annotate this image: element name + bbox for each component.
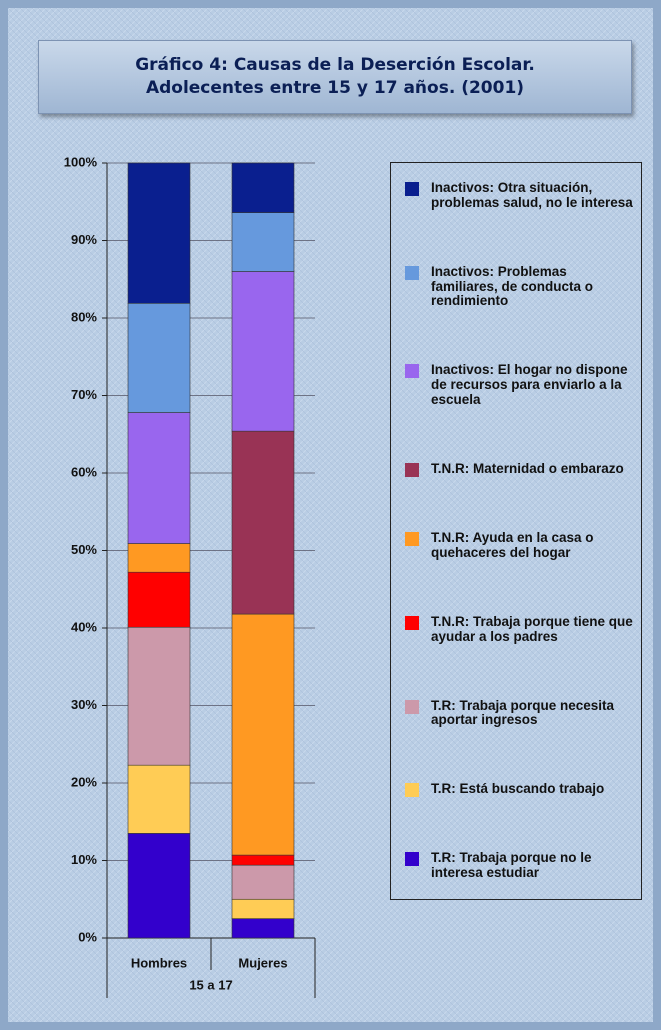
legend-item: Inactivos: Otra situación, problemas sal… bbox=[405, 180, 633, 211]
y-tick-label: 80% bbox=[71, 309, 97, 324]
legend-label: T.R: Está buscando trabajo bbox=[431, 781, 605, 797]
y-tick-label: 100% bbox=[64, 154, 98, 169]
bar-segment bbox=[127, 162, 191, 304]
y-tick-label: 60% bbox=[71, 464, 97, 479]
x-tick-label: Hombres bbox=[131, 955, 187, 970]
y-tick-label: 90% bbox=[71, 232, 97, 247]
legend-item: T.N.R: Ayuda en la casa o quehaceres del… bbox=[405, 530, 633, 561]
background bbox=[8, 8, 653, 1022]
legend-label: T.N.R: Ayuda en la casa o quehaceres del… bbox=[431, 530, 594, 560]
bar-segment bbox=[231, 854, 295, 866]
bar-segment bbox=[127, 764, 191, 834]
bar-segment bbox=[127, 571, 191, 628]
y-tick-label: 10% bbox=[71, 852, 97, 867]
legend-item: T.N.R: Maternidad o embarazo bbox=[405, 460, 633, 477]
legend-label: Inactivos: Problemas familiares, de cond… bbox=[431, 263, 594, 309]
bar-segment bbox=[127, 543, 191, 573]
legend-label: T.N.R: Maternidad o embarazo bbox=[431, 460, 624, 476]
y-tick-label: 70% bbox=[71, 387, 97, 402]
legend-swatch bbox=[405, 615, 419, 630]
legend-item: Inactivos: Problemas familiares, de cond… bbox=[405, 263, 633, 310]
bar-segment bbox=[231, 162, 295, 213]
y-tick-label: 30% bbox=[71, 697, 97, 712]
y-tick-label: 50% bbox=[71, 542, 97, 557]
bar-segment bbox=[127, 412, 191, 544]
legend-item: T.N.R: Trabaja porque tiene que ayudar a… bbox=[405, 613, 633, 645]
y-tick-label: 0% bbox=[78, 929, 97, 944]
bar-segment bbox=[127, 833, 191, 939]
legend: Inactivos: Otra situación, problemas sal… bbox=[390, 162, 642, 900]
legend-item: T.R: Está buscando trabajo bbox=[405, 781, 633, 798]
x-tick-label: Mujeres bbox=[238, 955, 287, 970]
legend-item: T.R: Trabaja porque necesita aportar ing… bbox=[405, 697, 633, 729]
bar-segment bbox=[231, 613, 295, 856]
legend-swatch bbox=[405, 265, 419, 280]
legend-item: Inactivos: El hogar no dispone de recurs… bbox=[405, 362, 633, 408]
legend-swatch bbox=[405, 699, 419, 714]
bar-segment bbox=[231, 864, 295, 900]
y-tick-label: 40% bbox=[71, 619, 97, 634]
legend-swatch bbox=[405, 462, 419, 477]
chart-title: Gráfico 4: Causas de la Deserción Escola… bbox=[38, 40, 632, 114]
bar-segment bbox=[127, 626, 191, 766]
y-tick-label: 20% bbox=[71, 774, 97, 789]
legend-label: Inactivos: El hogar no dispone de recurs… bbox=[431, 362, 628, 408]
legend-swatch bbox=[405, 364, 419, 379]
legend-swatch bbox=[405, 783, 419, 798]
bar-segment bbox=[231, 898, 295, 919]
legend-label: T.R: Trabaja porque no le interesa estud… bbox=[431, 850, 592, 881]
legend-swatch bbox=[405, 852, 419, 867]
legend-label: Inactivos: Otra situación, problemas sal… bbox=[431, 180, 633, 210]
bar-segment bbox=[231, 271, 295, 432]
bar-segment bbox=[231, 212, 295, 272]
legend-swatch bbox=[405, 532, 419, 546]
bar-segment bbox=[231, 918, 295, 939]
legend-label: T.R: Trabaja porque necesita aportar ing… bbox=[431, 697, 615, 728]
x-axis-label: 15 a 17 bbox=[189, 977, 232, 992]
legend-label: T.N.R: Trabaja porque tiene que ayudar a… bbox=[431, 613, 633, 644]
legend-swatch bbox=[405, 182, 419, 196]
bar-segment bbox=[231, 430, 295, 615]
legend-item: T.R: Trabaja porque no le interesa estud… bbox=[405, 850, 633, 881]
bar-segment bbox=[127, 302, 191, 413]
